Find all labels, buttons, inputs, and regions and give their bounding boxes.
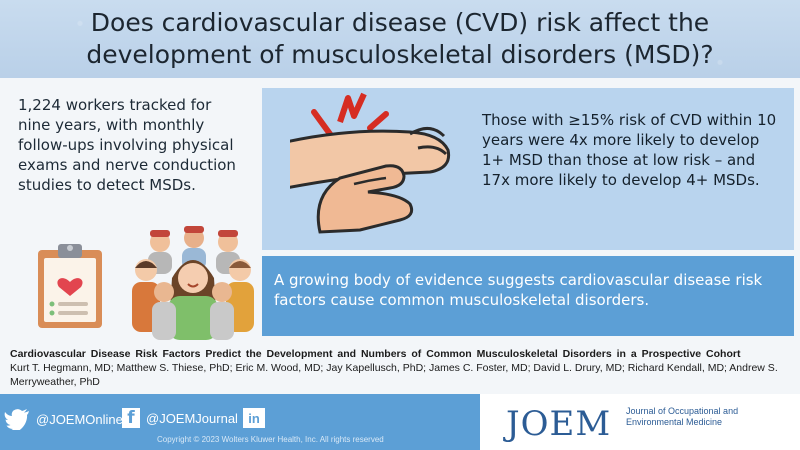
risk-stat-text: Those with ≥15% risk of CVD within 10 ye… (482, 111, 777, 189)
linkedin-link[interactable]: in (243, 408, 265, 428)
journal-name: Journal of Occupational and Environmenta… (626, 406, 739, 427)
page-title: Does cardiovascular disease (CVD) risk a… (86, 8, 714, 69)
copyright-text: Copyright © 2023 Wolters Kluwer Health, … (157, 435, 384, 444)
facebook-icon: f (122, 408, 140, 428)
header-pattern (0, 0, 800, 78)
twitter-icon (4, 409, 29, 430)
wrist-pain-illustration (290, 92, 451, 234)
citation-title: Cardiovascular Disease Risk Factors Pred… (10, 348, 741, 360)
evidence-text: A growing body of evidence suggests card… (274, 271, 763, 309)
clipboard-heart-icon (38, 244, 102, 328)
citation: Cardiovascular Disease Risk Factors Pred… (10, 347, 790, 389)
joem-logo: JOEM (506, 404, 612, 444)
facebook-handle: @JOEMJournal (146, 410, 238, 426)
title-band: Does cardiovascular disease (CVD) risk a… (0, 0, 800, 78)
facebook-link[interactable]: f @JOEMJournal (122, 408, 238, 428)
footer-social-band (0, 394, 480, 450)
twitter-handle: @JOEMOnline (36, 411, 123, 427)
linkedin-icon: in (243, 408, 265, 428)
citation-authors: Kurt T. Hegmann, MD; Matthew S. Thiese, … (10, 362, 778, 388)
workers-group-illustration (132, 226, 254, 340)
twitter-link[interactable]: @JOEMOnline (4, 408, 123, 430)
study-summary-text: 1,224 workers tracked for nine years, wi… (18, 96, 236, 194)
evidence-panel (262, 256, 794, 336)
